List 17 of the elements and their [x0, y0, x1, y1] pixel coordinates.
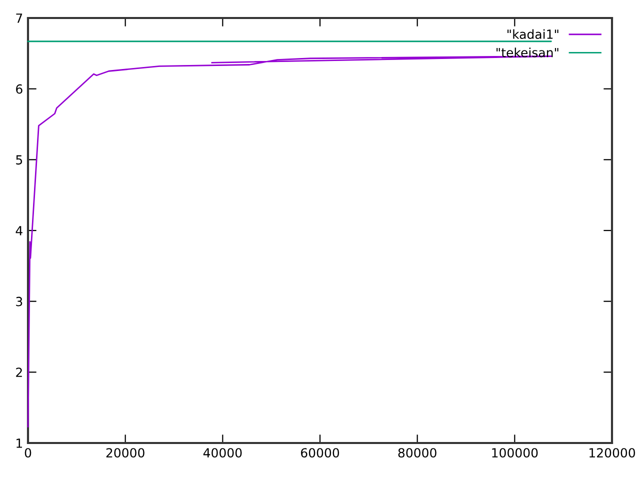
x-tick-label: 0 — [24, 448, 32, 458]
y-tick-label: 2 — [16, 368, 22, 377]
x-tick-label: 40000 — [203, 448, 242, 458]
x-tick-label: 20000 — [106, 448, 144, 458]
legend-label: "kadai1" — [508, 29, 558, 39]
x-tick-label: 120000 — [590, 448, 636, 458]
y-tick-label: 7 — [16, 14, 22, 23]
y-tick-label: 6 — [16, 84, 22, 94]
y-tick-label: 3 — [16, 296, 22, 306]
x-tick-label: 100000 — [492, 448, 538, 458]
y-tick-label: 4 — [16, 226, 22, 236]
x-tick-label: 60000 — [300, 448, 340, 458]
legend-label: "tekeisan" — [496, 48, 558, 58]
line-series — [27, 56, 552, 428]
x-tick-label: 80000 — [398, 448, 436, 458]
y-tick-label: 5 — [16, 155, 22, 165]
y-tick-label: 1 — [16, 438, 22, 448]
